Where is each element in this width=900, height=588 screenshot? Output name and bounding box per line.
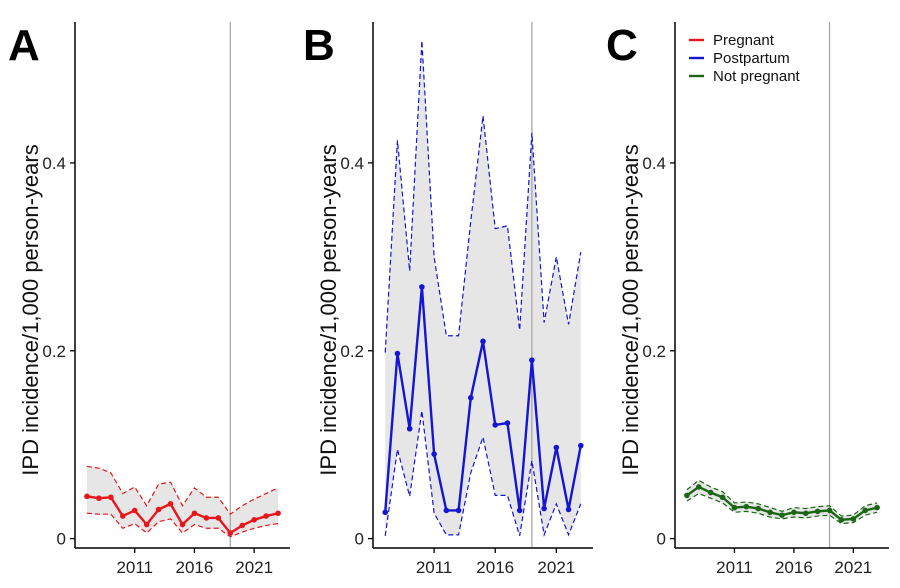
y-tick-label: 0 xyxy=(657,530,666,549)
data-point-2020 xyxy=(541,505,547,512)
data-point-2009 xyxy=(108,494,114,501)
data-point-2010 xyxy=(719,494,726,501)
x-tick-label: 2016 xyxy=(476,558,514,577)
data-point-2009 xyxy=(406,425,413,432)
data-point-2020 xyxy=(838,517,845,523)
data-point-2010 xyxy=(419,284,425,290)
data-point-2022 xyxy=(862,507,869,514)
y-axis-label: IPD incidence/1,000 person-years xyxy=(18,144,43,475)
data-point-2023 xyxy=(577,442,584,449)
panel-letter-b: B xyxy=(303,21,335,70)
data-point-2015 xyxy=(480,338,486,345)
data-point-2007 xyxy=(84,493,90,500)
legend-entry: Not pregnant xyxy=(713,68,801,85)
data-point-2007 xyxy=(684,492,690,499)
x-tick-label: 2011 xyxy=(116,558,153,577)
panel-b: 0 0.2 0.4 2011 2016 2021 IPD incidence/1,000 p… xyxy=(303,21,593,577)
y-tick-label: 0.4 xyxy=(340,154,364,173)
data-point-2012 xyxy=(143,521,150,528)
x-tick-label: 2021 xyxy=(834,558,872,577)
data-point-2017 xyxy=(203,515,210,521)
lower-ci-line xyxy=(86,512,279,538)
y-tick-label: 0.4 xyxy=(42,154,66,173)
panel-a: 0 0.2 0.4 2011 2016 2021 IPD incidence/1,000 p… xyxy=(8,21,290,577)
x-tick-label: 2021 xyxy=(537,558,575,577)
data-point-2013 xyxy=(755,505,762,512)
data-point-2010 xyxy=(119,513,126,519)
data-point-2012 xyxy=(443,507,450,514)
data-point-2012 xyxy=(743,503,750,510)
data-point-2021 xyxy=(850,516,857,522)
data-point-2008 xyxy=(96,495,102,502)
upper-ci-line xyxy=(384,40,582,353)
panel-letter-a: A xyxy=(8,21,40,70)
data-point-2015 xyxy=(779,512,785,518)
panel-c: 0 0.2 0.4 2011 2016 2021 IPD incidence/1,000 p… xyxy=(606,21,889,577)
y-tick-label: 0.2 xyxy=(340,342,364,361)
data-point-2009 xyxy=(707,489,714,496)
lower-ci-line xyxy=(686,492,878,525)
data-point-2016 xyxy=(191,510,198,517)
data-point-2013 xyxy=(155,506,162,513)
data-point-2008 xyxy=(695,484,702,490)
x-tick-label: 2021 xyxy=(235,558,273,577)
upper-ci-line xyxy=(686,479,878,517)
upper-ci-line xyxy=(86,465,279,516)
data-point-2020 xyxy=(239,522,246,529)
data-point-2021 xyxy=(553,444,560,451)
data-point-2014 xyxy=(167,501,174,507)
data-point-2023 xyxy=(874,504,880,511)
panel-letter-c: C xyxy=(606,21,638,70)
y-tick-label: 0.2 xyxy=(642,342,666,361)
data-point-2019 xyxy=(826,507,833,514)
data-point-2015 xyxy=(179,521,186,528)
x-tick-label: 2011 xyxy=(416,558,453,577)
panels: 0 0.2 0.4 2011 2016 2021 IPD incidence/1,000 p… xyxy=(8,21,889,577)
x-tick-label: 2016 xyxy=(775,558,813,577)
data-point-2018 xyxy=(215,515,222,521)
y-tick-label: 0.4 xyxy=(642,154,666,173)
data-point-2022 xyxy=(565,506,572,513)
y-tick-label: 0 xyxy=(57,530,66,549)
y-tick-label: 0 xyxy=(355,530,364,549)
data-point-2016 xyxy=(791,509,797,516)
data-point-2007 xyxy=(382,509,389,516)
data-point-2018 xyxy=(516,507,523,514)
data-point-2013 xyxy=(455,507,462,514)
data-point-2014 xyxy=(767,509,773,516)
y-tick-label: 0.2 xyxy=(42,342,66,361)
legend-entry: Postpartum xyxy=(713,50,790,67)
data-point-2023 xyxy=(275,510,281,517)
data-point-2016 xyxy=(492,422,499,428)
data-point-2019 xyxy=(529,357,535,363)
data-point-2018 xyxy=(814,508,821,515)
data-point-2019 xyxy=(227,530,234,536)
legend-entry: Pregnant xyxy=(713,32,775,49)
lower-ci-line xyxy=(384,410,582,538)
data-point-2008 xyxy=(394,350,401,357)
data-point-2011 xyxy=(431,451,437,457)
data-point-2017 xyxy=(504,420,511,426)
data-point-2014 xyxy=(467,394,474,401)
x-tick-label: 2016 xyxy=(176,558,214,577)
y-axis-label: IPD incidence/1,000 person-years xyxy=(618,144,643,475)
y-axis-label: IPD incidence/1,000 person-years xyxy=(316,144,341,475)
x-tick-label: 2011 xyxy=(716,558,753,577)
data-point-2011 xyxy=(731,504,738,511)
data-point-2011 xyxy=(131,507,138,514)
data-point-2017 xyxy=(802,510,809,517)
data-point-2022 xyxy=(263,513,269,519)
data-point-2021 xyxy=(251,517,257,523)
